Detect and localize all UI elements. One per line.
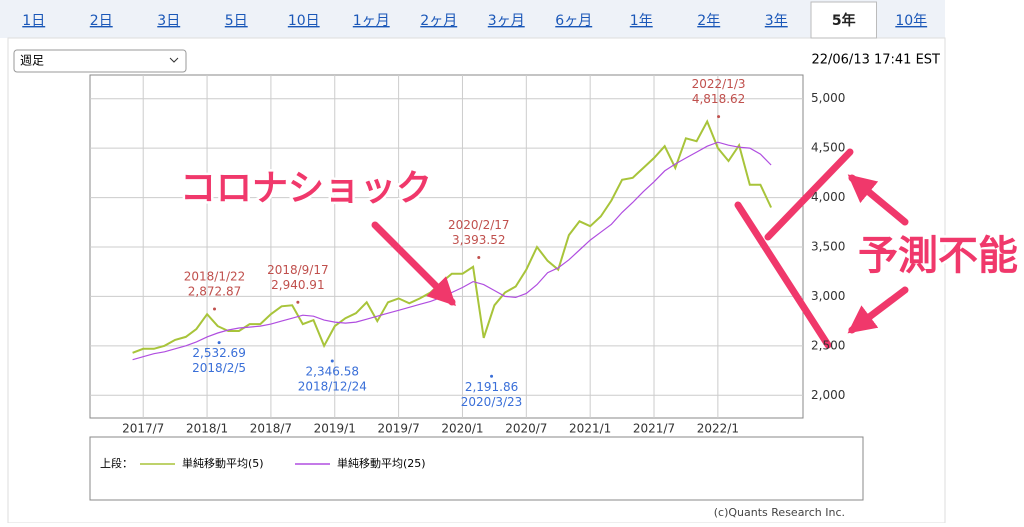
tab[interactable] xyxy=(406,4,472,36)
annotation-date: 2018/2/5 xyxy=(192,361,246,375)
tab-label[interactable]: 6ヶ月 xyxy=(555,13,592,29)
annotation-value: 2,191.86 xyxy=(465,380,518,394)
period-select-label[interactable]: 週足 xyxy=(20,54,44,68)
tab[interactable] xyxy=(473,4,540,36)
x-tick-label: 2018/7 xyxy=(250,422,292,436)
y-tick-label: 3,000 xyxy=(811,289,845,303)
y-tick-label: 4,500 xyxy=(811,141,845,155)
x-tick-label: 2022/1 xyxy=(697,422,739,436)
annotation-point xyxy=(477,256,481,260)
legend-label: 単純移動平均(5) xyxy=(182,456,264,470)
annotation-date: 2020/3/23 xyxy=(461,395,523,409)
x-tick-label: 2020/7 xyxy=(505,422,547,436)
annotation-date: 2018/12/24 xyxy=(298,380,367,394)
tab-label[interactable]: 10年 xyxy=(895,13,927,29)
tab-label[interactable]: 5年 xyxy=(832,12,856,29)
tab-label[interactable]: 1日 xyxy=(22,13,45,29)
timestamp: 22/06/13 17:41 EST xyxy=(811,53,940,68)
annotation-value: 2,346.58 xyxy=(306,365,359,379)
annotation-point xyxy=(490,374,494,378)
tab-label[interactable]: 10日 xyxy=(288,13,320,29)
x-tick-label: 2019/1 xyxy=(314,422,356,436)
tab-label[interactable]: 3日 xyxy=(157,13,180,29)
annotation-point xyxy=(296,300,300,304)
tab[interactable] xyxy=(878,4,945,36)
tab[interactable] xyxy=(203,4,270,36)
period-select[interactable] xyxy=(13,49,187,73)
series-line xyxy=(132,119,773,354)
y-tick-label: 5,000 xyxy=(811,91,845,105)
tab-label[interactable]: 2年 xyxy=(697,13,720,29)
annotation-point xyxy=(717,115,721,119)
x-tick-label: 2017/7 xyxy=(122,422,164,436)
tab[interactable] xyxy=(271,4,337,36)
arrow xyxy=(764,148,854,241)
legend-prefix: 上段： xyxy=(100,456,133,470)
arrow xyxy=(847,286,909,334)
tab-label[interactable]: 5日 xyxy=(225,13,248,29)
x-tick-label: 2020/1 xyxy=(441,422,483,436)
annotation-date: 2018/9/17 xyxy=(267,263,329,277)
tab[interactable] xyxy=(810,1,877,39)
annotation-value: 4,818.62 xyxy=(692,92,745,106)
tab-label[interactable]: 3年 xyxy=(765,13,788,29)
x-tick-label: 2019/7 xyxy=(378,422,420,436)
select-caret xyxy=(169,57,179,63)
copyright: (c)Quants Research Inc. xyxy=(714,506,845,519)
x-tick-label: 2021/1 xyxy=(569,422,611,436)
forecast-overlay: 予測不能 xyxy=(858,233,1018,279)
x-tick-label: 2018/1 xyxy=(186,422,228,436)
tab[interactable] xyxy=(68,4,135,36)
tab[interactable] xyxy=(338,4,405,36)
tab-label[interactable]: 1年 xyxy=(630,13,653,29)
annotation-date: 2020/2/17 xyxy=(448,218,510,232)
y-tick-label: 2,500 xyxy=(811,338,845,352)
tab-label[interactable]: 2日 xyxy=(90,13,113,29)
tab[interactable] xyxy=(136,4,202,36)
tab-label[interactable]: 2ヶ月 xyxy=(420,13,457,29)
tab[interactable] xyxy=(676,4,742,36)
annotation-point xyxy=(217,341,221,345)
arrow xyxy=(734,201,832,349)
y-tick-label: 3,500 xyxy=(811,239,845,253)
tab[interactable] xyxy=(608,4,675,36)
annotation-date: 2022/1/3 xyxy=(692,77,746,91)
annotation-value: 2,872.87 xyxy=(188,284,241,298)
legend-label: 単純移動平均(25) xyxy=(337,456,426,470)
overlay-arrows xyxy=(371,148,909,349)
arrow xyxy=(847,174,909,226)
annotation-value: 2,940.91 xyxy=(271,278,324,292)
annotation-point xyxy=(213,307,217,311)
legend-box xyxy=(89,436,864,501)
tab-label[interactable]: 3ヶ月 xyxy=(488,13,525,29)
annotation-date: 2018/1/22 xyxy=(184,269,246,283)
y-tick-label: 4,000 xyxy=(811,190,845,204)
tab[interactable] xyxy=(541,4,607,36)
arrow xyxy=(371,221,456,306)
annotation-point xyxy=(330,359,334,363)
tab[interactable] xyxy=(743,4,810,36)
tab-label[interactable]: 1ヶ月 xyxy=(353,13,390,29)
annotation-value: 2,532.69 xyxy=(192,346,245,360)
x-tick-label: 2021/7 xyxy=(633,422,675,436)
annotation-value: 3,393.52 xyxy=(452,233,505,247)
headline-overlay: コロナショック xyxy=(180,168,432,209)
tab[interactable] xyxy=(1,4,67,36)
y-tick-label: 2,000 xyxy=(811,388,845,402)
